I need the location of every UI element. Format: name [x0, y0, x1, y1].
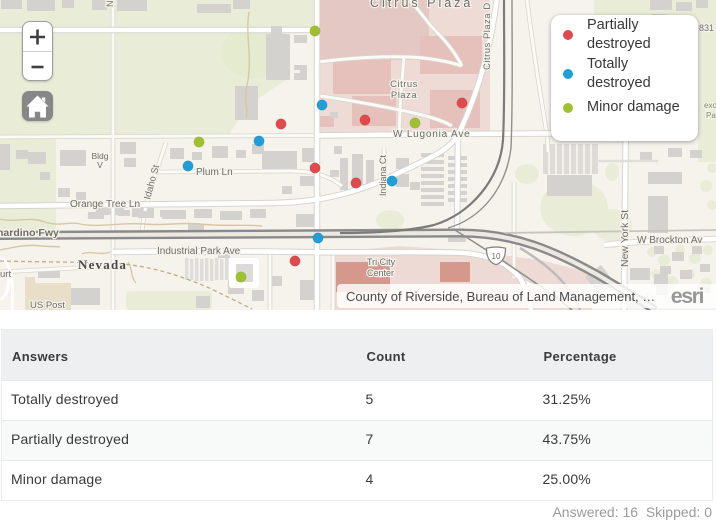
svg-text:Pa: Pa — [706, 111, 716, 120]
svg-text:urt: urt — [0, 269, 11, 280]
svg-text:Tri City: Tri City — [367, 257, 396, 267]
svg-text:Plum Ln: Plum Ln — [196, 167, 233, 178]
svg-text:N: N — [105, 1, 115, 8]
svg-text:Indiana Ct: Indiana Ct — [378, 154, 388, 196]
svg-text:10: 10 — [492, 252, 501, 261]
svg-text:New York St: New York St — [619, 210, 631, 267]
svg-text:Orange Tree Ln: Orange Tree Ln — [70, 199, 140, 210]
svg-text:Citrus Plaza D: Citrus Plaza D — [482, 2, 493, 70]
svg-text:Plaza: Plaza — [391, 90, 417, 101]
svg-text:US Post: US Post — [30, 300, 65, 310]
svg-text:831: 831 — [699, 23, 714, 33]
svg-text:nardino Fwy: nardino Fwy — [0, 227, 59, 239]
svg-text:Center: Center — [367, 268, 394, 278]
svg-text:W Brockton Av: W Brockton Av — [637, 235, 702, 246]
svg-text:exo: exo — [704, 101, 716, 110]
svg-text:Nevada: Nevada — [78, 257, 127, 272]
svg-text:Citrus: Citrus — [390, 79, 418, 90]
svg-text:Industrial Park Ave: Industrial Park Ave — [157, 246, 241, 257]
svg-text:V: V — [97, 160, 103, 170]
svg-text:W Lugonia Ave: W Lugonia Ave — [393, 129, 471, 140]
svg-text:Bldg: Bldg — [91, 151, 108, 161]
svg-text:Citrus Plaza: Citrus Plaza — [370, 0, 473, 10]
